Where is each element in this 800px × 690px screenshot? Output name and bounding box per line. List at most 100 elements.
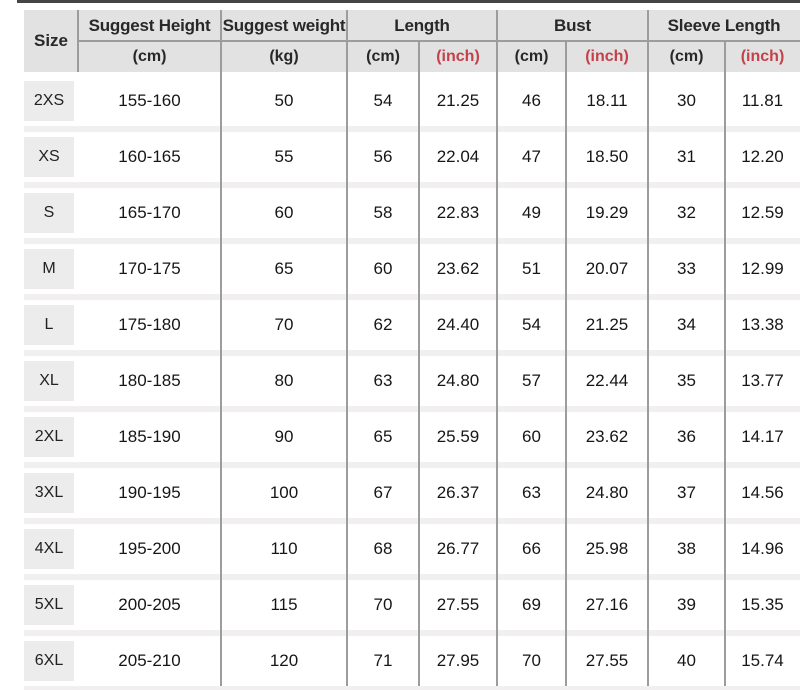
data-cell: 11.81 (741, 91, 784, 110)
grid-line (418, 40, 420, 686)
size-label: 5XL (24, 585, 74, 625)
data-cell: 62 (373, 315, 393, 334)
size-label: M (24, 249, 74, 289)
data-cell: 35 (677, 371, 696, 390)
data-cell: 67 (373, 483, 393, 502)
top-crop-bar (17, 0, 800, 3)
grid-line (220, 10, 222, 686)
data-cell: 63 (522, 483, 541, 502)
data-cell: 57 (522, 371, 541, 390)
grid-line (647, 10, 649, 686)
data-cell: 23.62 (436, 259, 480, 278)
table-row: 4XL 195-200 110 68 26.77 66 25.98 38 14.96 (24, 524, 800, 574)
data-cell: 21.25 (436, 91, 480, 110)
grid-line (496, 10, 498, 686)
header-sleeve-length: Sleeve Length (667, 15, 781, 35)
data-cell: 26.37 (436, 483, 480, 502)
data-cell: 22.44 (585, 371, 629, 390)
size-cell: XL (24, 356, 78, 406)
data-cell: 27.55 (585, 651, 629, 670)
table-row: XL 180-185 80 63 24.80 57 22.44 35 13.77 (24, 356, 800, 406)
size-label: L (24, 305, 74, 345)
data-cell: 160-165 (118, 147, 181, 166)
header-length-inch: (inch) (436, 47, 480, 65)
data-cell: 100 (269, 483, 299, 502)
size-cell: XS (24, 132, 78, 182)
data-cell: 205-210 (118, 651, 181, 670)
size-cell: 3XL (24, 468, 78, 518)
data-cell: 27.55 (436, 595, 480, 614)
table-row: 5XL 200-205 115 70 27.55 69 27.16 39 15.35 (24, 580, 800, 630)
data-cell: 63 (373, 371, 393, 390)
header-bust: Bust (554, 15, 591, 35)
data-cell: 51 (522, 259, 541, 278)
data-cell: 39 (677, 595, 696, 614)
header-length-cm: (cm) (366, 47, 400, 65)
data-cell: 165-170 (118, 203, 181, 222)
data-cell: 70 (274, 315, 294, 334)
table-body: 2XS 155-160 50 54 21.25 46 18.11 30 11.81 XS 160-1… (24, 76, 800, 690)
size-cell: 2XS (24, 76, 78, 126)
data-cell: 200-205 (118, 595, 181, 614)
data-cell: 71 (373, 651, 393, 670)
size-label: 2XL (24, 417, 74, 457)
data-cell: 14.17 (741, 427, 784, 446)
data-cell: 31 (677, 147, 696, 166)
header-suggest-weight: Suggest weight (222, 15, 346, 35)
size-label: 6XL (24, 641, 74, 681)
size-label: XS (24, 137, 74, 177)
data-cell: 46 (522, 91, 541, 110)
data-cell: 60 (373, 259, 393, 278)
data-cell: 54 (522, 315, 541, 334)
size-label: 3XL (24, 473, 74, 513)
header-weight-kg: (kg) (269, 47, 299, 65)
data-cell: 22.83 (436, 203, 480, 222)
header-group-row: Suggest Height Suggest weight Length Bus… (78, 10, 800, 41)
data-cell: 70 (373, 595, 393, 614)
header-divider-line (78, 40, 800, 42)
header-sleeve-cm: (cm) (669, 47, 704, 65)
grid-line (724, 40, 726, 686)
data-cell: 24.40 (436, 315, 480, 334)
table-row: S 165-170 60 58 22.83 49 19.29 32 12.59 (24, 188, 800, 238)
data-cell: 60 (522, 427, 541, 446)
table-row: 2XL 185-190 90 65 25.59 60 23.62 36 14.17 (24, 412, 800, 462)
table-row: 3XL 190-195 100 67 26.37 63 24.80 37 14.56 (24, 468, 800, 518)
data-cell: 68 (373, 539, 393, 558)
size-label: XL (24, 361, 74, 401)
data-cell: 38 (677, 539, 696, 558)
data-cell: 15.35 (741, 595, 784, 614)
data-cell: 170-175 (118, 259, 181, 278)
size-label: S (24, 193, 74, 233)
data-cell: 37 (677, 483, 696, 502)
data-cell: 33 (677, 259, 696, 278)
header-bust-inch: (inch) (585, 47, 629, 65)
data-cell: 21.25 (585, 315, 629, 334)
data-cell: 65 (373, 427, 393, 446)
data-cell: 47 (522, 147, 541, 166)
data-cell: 190-195 (118, 483, 181, 502)
data-cell: 22.04 (436, 147, 480, 166)
data-cell: 175-180 (118, 315, 181, 334)
table-row: M 170-175 65 60 23.62 51 20.07 33 12.99 (24, 244, 800, 294)
header-bust-cm: (cm) (514, 47, 549, 65)
data-cell: 24.80 (585, 483, 629, 502)
data-cell: 32 (677, 203, 696, 222)
size-cell: M (24, 244, 78, 294)
table-row: XS 160-165 55 56 22.04 47 18.50 31 12.20 (24, 132, 800, 182)
data-cell: 13.77 (741, 371, 784, 390)
data-cell: 12.59 (741, 203, 784, 222)
data-cell: 27.95 (436, 651, 480, 670)
data-cell: 70 (522, 651, 541, 670)
table-row: 6XL 205-210 120 71 27.95 70 27.55 40 15.74 (24, 636, 800, 686)
data-cell: 12.99 (741, 259, 784, 278)
size-cell: 4XL (24, 524, 78, 574)
size-cell: 2XL (24, 412, 78, 462)
data-cell: 185-190 (118, 427, 181, 446)
header-suggest-height: Suggest Height (88, 15, 211, 35)
data-cell: 110 (270, 539, 298, 558)
data-cell: 36 (677, 427, 696, 446)
data-cell: 180-185 (118, 371, 181, 390)
data-cell: 55 (274, 147, 294, 166)
data-cell: 90 (274, 427, 294, 446)
